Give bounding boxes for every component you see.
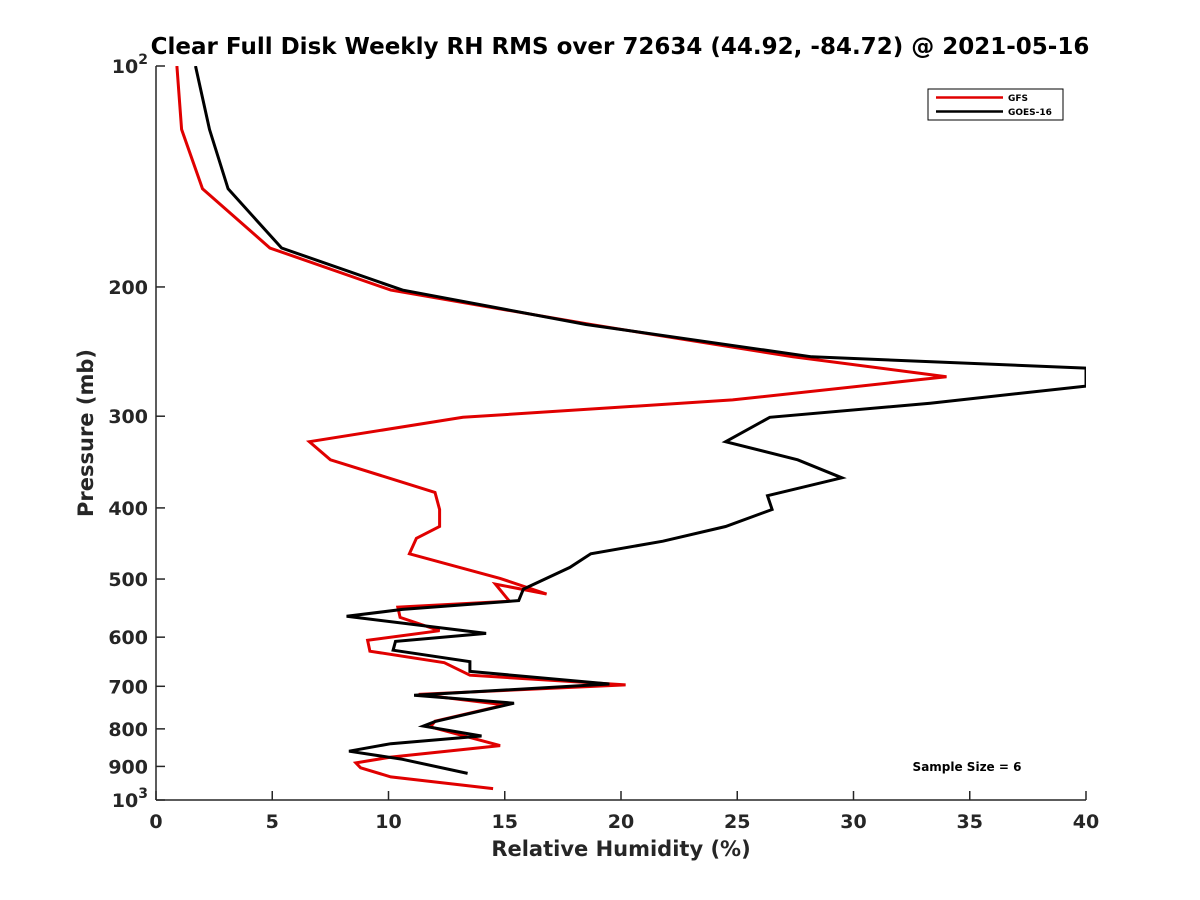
- series-line-goes16: [194, 66, 1086, 775]
- legend-label-goes16: GOES-16: [1008, 108, 1052, 118]
- series-layer: [175, 66, 1086, 791]
- y-tick-label: 102: [112, 52, 148, 78]
- legend: GFS GOES-16: [927, 88, 1064, 121]
- y-tick-label: 800: [108, 719, 148, 741]
- y-tick-label: 400: [108, 498, 148, 520]
- x-tick-label: 20: [608, 811, 634, 833]
- chart-title: Clear Full Disk Weekly RH RMS over 72634…: [151, 34, 1090, 60]
- y-tick-label: 600: [108, 627, 148, 649]
- y-tick-label: 900: [108, 756, 148, 778]
- x-tick-label: 15: [492, 811, 518, 833]
- x-tick-label: 0: [149, 811, 162, 833]
- y-axis-label: Pressure (mb): [74, 349, 98, 517]
- x-tick-label: 5: [266, 811, 279, 833]
- y-tick-label: 500: [108, 569, 148, 591]
- x-tick-label: 40: [1073, 811, 1099, 833]
- plot-area: [156, 66, 1086, 800]
- legend-box: [927, 88, 1064, 121]
- y-tick-label: 200: [108, 277, 148, 299]
- x-tick-label: 10: [375, 811, 401, 833]
- x-axis-label: Relative Humidity (%): [491, 837, 750, 861]
- sample-size-annotation: Sample Size = 6: [913, 760, 1022, 774]
- y-tick-label: 700: [108, 676, 148, 698]
- legend-label-gfs: GFS: [1008, 94, 1028, 104]
- y-tick-label: 103: [112, 786, 148, 812]
- x-tick-label: 30: [840, 811, 866, 833]
- axes-layer: 0 5 10 15 20 25 30 35 40 102 200 300 400 500 600 700 800…: [108, 52, 1099, 833]
- x-tick-label: 35: [957, 811, 983, 833]
- x-tick-label: 25: [724, 811, 750, 833]
- series-line-gfs: [175, 66, 947, 791]
- y-tick-label: 300: [108, 406, 148, 428]
